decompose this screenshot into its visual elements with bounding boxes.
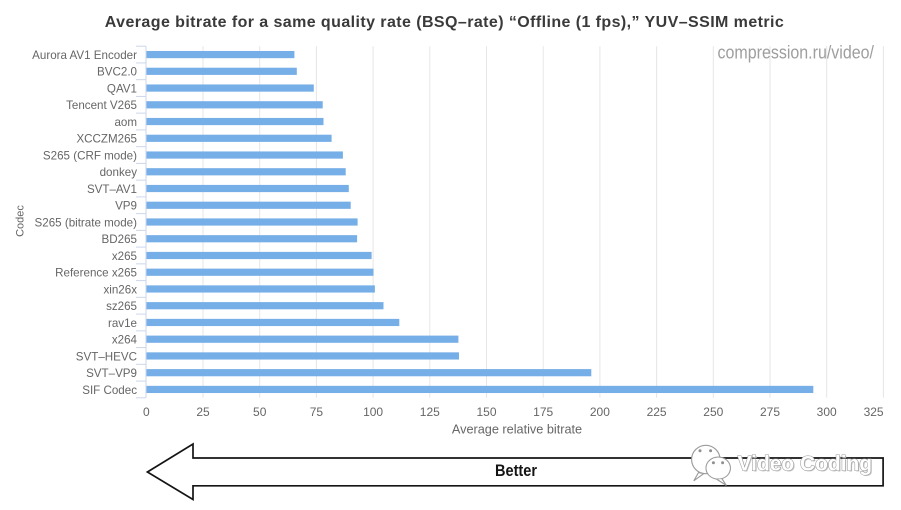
svg-text:S265 (CRF mode): S265 (CRF mode)	[43, 149, 137, 162]
svg-text:125: 125	[420, 405, 440, 419]
svg-text:x265: x265	[112, 250, 137, 263]
svg-text:175: 175	[533, 405, 553, 419]
svg-text:200: 200	[590, 405, 610, 419]
svg-text:75: 75	[310, 405, 324, 419]
svg-text:SVT–AV1: SVT–AV1	[87, 183, 137, 196]
svg-text:275: 275	[760, 405, 780, 419]
svg-text:BD265: BD265	[102, 233, 137, 246]
svg-text:VP9: VP9	[115, 200, 137, 213]
svg-text:SVT–VP9: SVT–VP9	[86, 367, 137, 380]
svg-text:325: 325	[864, 405, 884, 419]
svg-text:sz265: sz265	[106, 300, 137, 313]
svg-text:25: 25	[196, 405, 210, 419]
svg-text:aom: aom	[114, 116, 137, 129]
svg-text:250: 250	[703, 405, 723, 419]
svg-text:150: 150	[476, 405, 496, 419]
svg-text:SVT–HEVC: SVT–HEVC	[76, 350, 137, 363]
svg-text:XCCZM265: XCCZM265	[76, 133, 137, 146]
svg-text:100: 100	[363, 405, 383, 419]
svg-text:S265 (bitrate mode): S265 (bitrate mode)	[35, 216, 138, 229]
svg-text:donkey: donkey	[100, 166, 138, 179]
svg-text:Average relative bitrate: Average relative bitrate	[452, 423, 582, 437]
svg-text:Codec: Codec	[15, 205, 27, 237]
svg-text:compression.ru/video/: compression.ru/video/	[718, 43, 875, 63]
svg-text:Video Coding: Video Coding	[738, 453, 873, 476]
svg-text:225: 225	[647, 405, 667, 419]
svg-text:Aurora AV1 Encoder: Aurora AV1 Encoder	[32, 49, 137, 62]
svg-text:BVC2.0: BVC2.0	[97, 66, 137, 79]
svg-text:QAV1: QAV1	[107, 82, 137, 95]
svg-text:Reference x265: Reference x265	[55, 267, 137, 280]
svg-text:Average bitrate for a same qua: Average bitrate for a same quality rate …	[105, 14, 784, 31]
svg-text:xin26x: xin26x	[103, 283, 137, 296]
svg-text:50: 50	[253, 405, 267, 419]
svg-text:SIF Codec: SIF Codec	[82, 384, 137, 397]
svg-text:rav1e: rav1e	[108, 317, 137, 330]
svg-text:0: 0	[143, 405, 150, 419]
svg-text:Better: Better	[495, 462, 538, 480]
svg-text:x264: x264	[112, 334, 138, 347]
svg-text:Video Coding: Video Coding	[739, 454, 874, 477]
svg-text:300: 300	[817, 405, 837, 419]
svg-text:Tencent V265: Tencent V265	[66, 99, 137, 112]
